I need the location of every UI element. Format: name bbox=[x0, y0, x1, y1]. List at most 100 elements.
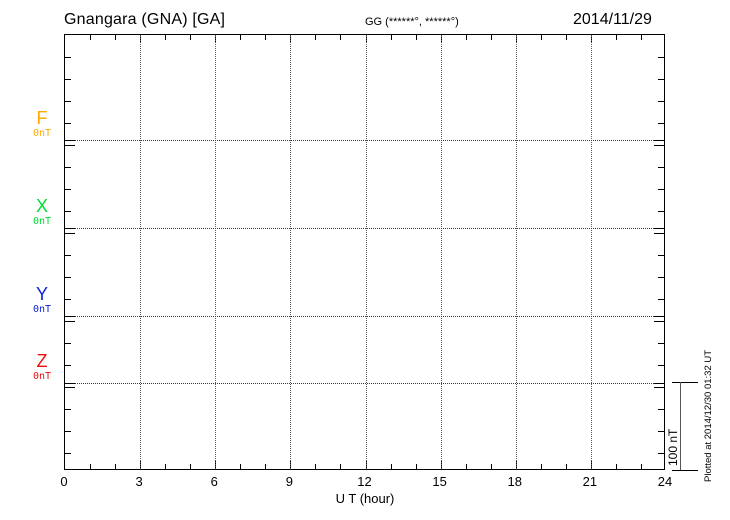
x-tick-label: 12 bbox=[357, 474, 372, 489]
y-tick-left bbox=[65, 255, 71, 256]
scale-bar-bottom-cap bbox=[672, 469, 698, 471]
y-tick-left bbox=[65, 409, 71, 410]
x-tick-top bbox=[240, 35, 242, 40]
baseline-gridline-z bbox=[65, 383, 664, 384]
component-label-y: Y 0nT bbox=[22, 285, 62, 316]
scale-bar-stem bbox=[680, 382, 682, 471]
x-tick-bottom bbox=[340, 464, 342, 469]
scale-bar-label: 100 nT bbox=[666, 428, 680, 466]
plot-area bbox=[64, 34, 665, 470]
scale-bar bbox=[672, 382, 702, 471]
x-tick-bottom bbox=[240, 464, 242, 469]
vertical-gridline bbox=[590, 35, 592, 469]
station-title: Gnangara (GNA) [GA] bbox=[64, 11, 226, 28]
y-baseline-tick-y bbox=[65, 316, 75, 317]
x-tick-top bbox=[190, 35, 192, 40]
y-baseline-tick-x bbox=[65, 228, 75, 229]
y-tick-left bbox=[65, 321, 75, 322]
component-zero-level-f: 0nT bbox=[32, 128, 52, 139]
y-baseline-tick-right-x bbox=[654, 228, 664, 229]
y-tick-right bbox=[658, 277, 664, 278]
x-tick-bottom bbox=[640, 464, 642, 469]
y-baseline-tick-f bbox=[65, 140, 75, 141]
x-tick-top bbox=[565, 35, 567, 40]
y-tick-right bbox=[658, 123, 664, 124]
y-tick-left bbox=[65, 167, 71, 168]
y-tick-right bbox=[658, 189, 664, 190]
observation-date: 2014/11/29 bbox=[573, 11, 652, 28]
x-tick-label: 9 bbox=[285, 474, 293, 489]
y-tick-left bbox=[65, 57, 71, 58]
y-tick-right bbox=[654, 233, 664, 234]
vertical-gridline bbox=[515, 35, 517, 469]
x-tick-top bbox=[540, 35, 542, 40]
x-tick-label: 3 bbox=[135, 474, 143, 489]
y-tick-left bbox=[65, 79, 71, 80]
y-tick-left bbox=[65, 277, 71, 278]
vertical-gridline bbox=[215, 35, 217, 469]
component-label-x: X 0nT bbox=[22, 197, 62, 228]
x-tick-bottom bbox=[540, 464, 542, 469]
x-tick-label: 24 bbox=[657, 474, 673, 489]
y-tick-left bbox=[65, 387, 75, 388]
y-tick-right bbox=[658, 431, 664, 432]
y-tick-right bbox=[658, 299, 664, 300]
x-tick-bottom bbox=[165, 464, 167, 469]
y-tick-left bbox=[65, 343, 71, 344]
component-letter-y: Y bbox=[35, 284, 48, 304]
component-letter-f: F bbox=[36, 108, 48, 128]
y-tick-right bbox=[658, 167, 664, 168]
component-zero-level-y: 0nT bbox=[32, 304, 52, 315]
y-tick-left bbox=[65, 189, 71, 190]
component-label-z: Z 0nT bbox=[22, 352, 62, 383]
y-tick-left bbox=[65, 123, 71, 124]
baseline-gridline-x bbox=[65, 228, 664, 229]
x-tick-top bbox=[115, 35, 117, 40]
y-tick-left bbox=[65, 211, 71, 212]
component-label-f: F 0nT bbox=[22, 109, 62, 140]
x-tick-bottom bbox=[265, 464, 267, 469]
component-letter-z: Z bbox=[36, 351, 48, 371]
x-tick-top bbox=[340, 35, 342, 40]
y-tick-right bbox=[658, 365, 664, 366]
geographic-coordinates: GG (******°, ******°) bbox=[365, 16, 459, 28]
y-tick-right bbox=[654, 387, 664, 388]
y-tick-right bbox=[654, 145, 664, 146]
x-tick-label: 15 bbox=[432, 474, 447, 489]
x-tick-bottom bbox=[315, 464, 317, 469]
component-zero-level-x: 0nT bbox=[32, 216, 52, 227]
x-tick-bottom bbox=[465, 464, 467, 469]
y-tick-left bbox=[65, 233, 75, 234]
y-tick-left bbox=[65, 365, 71, 366]
x-tick-bottom bbox=[390, 464, 392, 469]
x-tick-top bbox=[490, 35, 492, 40]
x-tick-label: 0 bbox=[60, 474, 68, 489]
baseline-gridline-f bbox=[65, 140, 664, 141]
y-baseline-tick-right-y bbox=[654, 316, 664, 317]
x-tick-top bbox=[640, 35, 642, 40]
y-tick-left bbox=[65, 101, 71, 102]
x-tick-top bbox=[315, 35, 317, 40]
y-tick-right bbox=[658, 255, 664, 256]
x-tick-bottom bbox=[615, 464, 617, 469]
y-tick-right bbox=[658, 57, 664, 58]
x-tick-bottom bbox=[115, 464, 117, 469]
x-tick-label: 21 bbox=[582, 474, 598, 489]
plotted-at-timestamp: Plotted at 2014/12/30 01:32 UT bbox=[703, 349, 714, 482]
vertical-gridline bbox=[290, 35, 292, 469]
vertical-gridline bbox=[140, 35, 142, 469]
x-tick-top bbox=[165, 35, 167, 40]
y-tick-right bbox=[658, 101, 664, 102]
component-zero-level-z: 0nT bbox=[32, 371, 52, 382]
y-tick-right bbox=[658, 343, 664, 344]
baseline-gridline-y bbox=[65, 316, 664, 317]
x-tick-top bbox=[265, 35, 267, 40]
x-tick-bottom bbox=[90, 464, 92, 469]
x-tick-bottom bbox=[490, 464, 492, 469]
y-baseline-tick-right-f bbox=[654, 140, 664, 141]
x-tick-bottom bbox=[190, 464, 192, 469]
vertical-gridline bbox=[440, 35, 442, 469]
x-tick-top bbox=[90, 35, 92, 40]
x-tick-top bbox=[390, 35, 392, 40]
